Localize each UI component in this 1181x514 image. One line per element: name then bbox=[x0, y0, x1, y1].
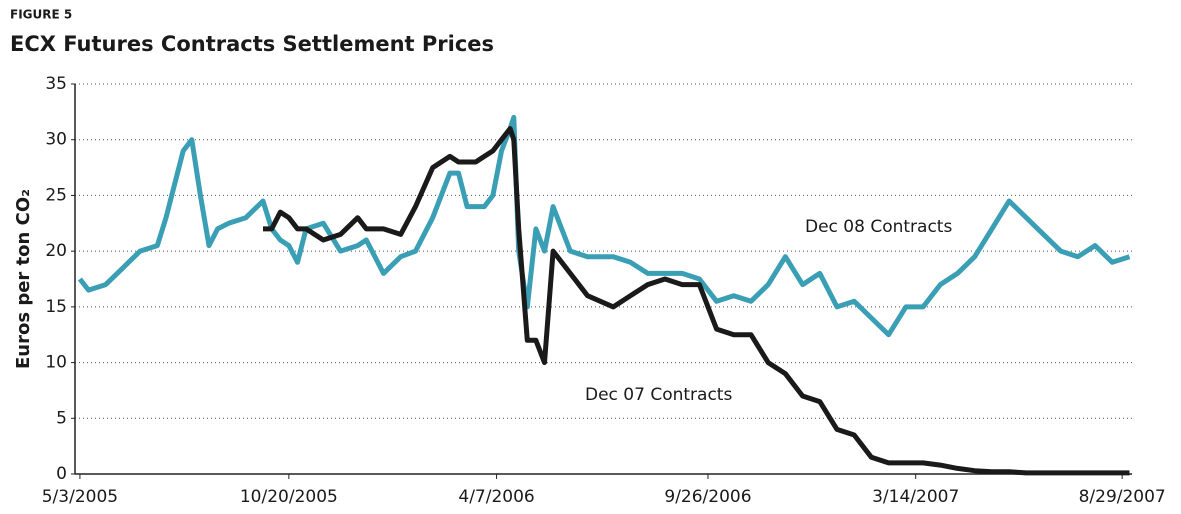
x-tick-label: 5/3/2005 bbox=[42, 487, 118, 507]
x-tick-label: 8/29/2007 bbox=[1079, 487, 1166, 507]
y-tick-label: 5 bbox=[56, 408, 67, 428]
y-axis-label: Euros per ton CO₂ bbox=[13, 189, 34, 369]
series-line bbox=[263, 126, 1130, 476]
y-tick-label: 10 bbox=[45, 353, 67, 373]
x-tick-label: 4/7/2006 bbox=[458, 487, 534, 507]
x-tick-label: 9/26/2006 bbox=[664, 487, 751, 507]
x-tick-label: 3/14/2007 bbox=[872, 487, 959, 507]
y-tick-label: 25 bbox=[45, 185, 67, 205]
figure-label: FIGURE 5 bbox=[10, 8, 72, 22]
y-tick-label: 35 bbox=[45, 74, 67, 94]
y-tick-label: 15 bbox=[45, 297, 67, 317]
annotation: Dec 08 Contracts bbox=[805, 217, 952, 237]
annotation: Dec 07 Contracts bbox=[585, 385, 732, 405]
y-tick-label: 30 bbox=[45, 130, 67, 150]
chart-title: ECX Futures Contracts Settlement Prices bbox=[10, 32, 494, 56]
y-tick-label: 0 bbox=[56, 464, 67, 484]
x-tick-label: 10/20/2005 bbox=[240, 487, 338, 507]
y-tick-label: 20 bbox=[45, 241, 67, 261]
